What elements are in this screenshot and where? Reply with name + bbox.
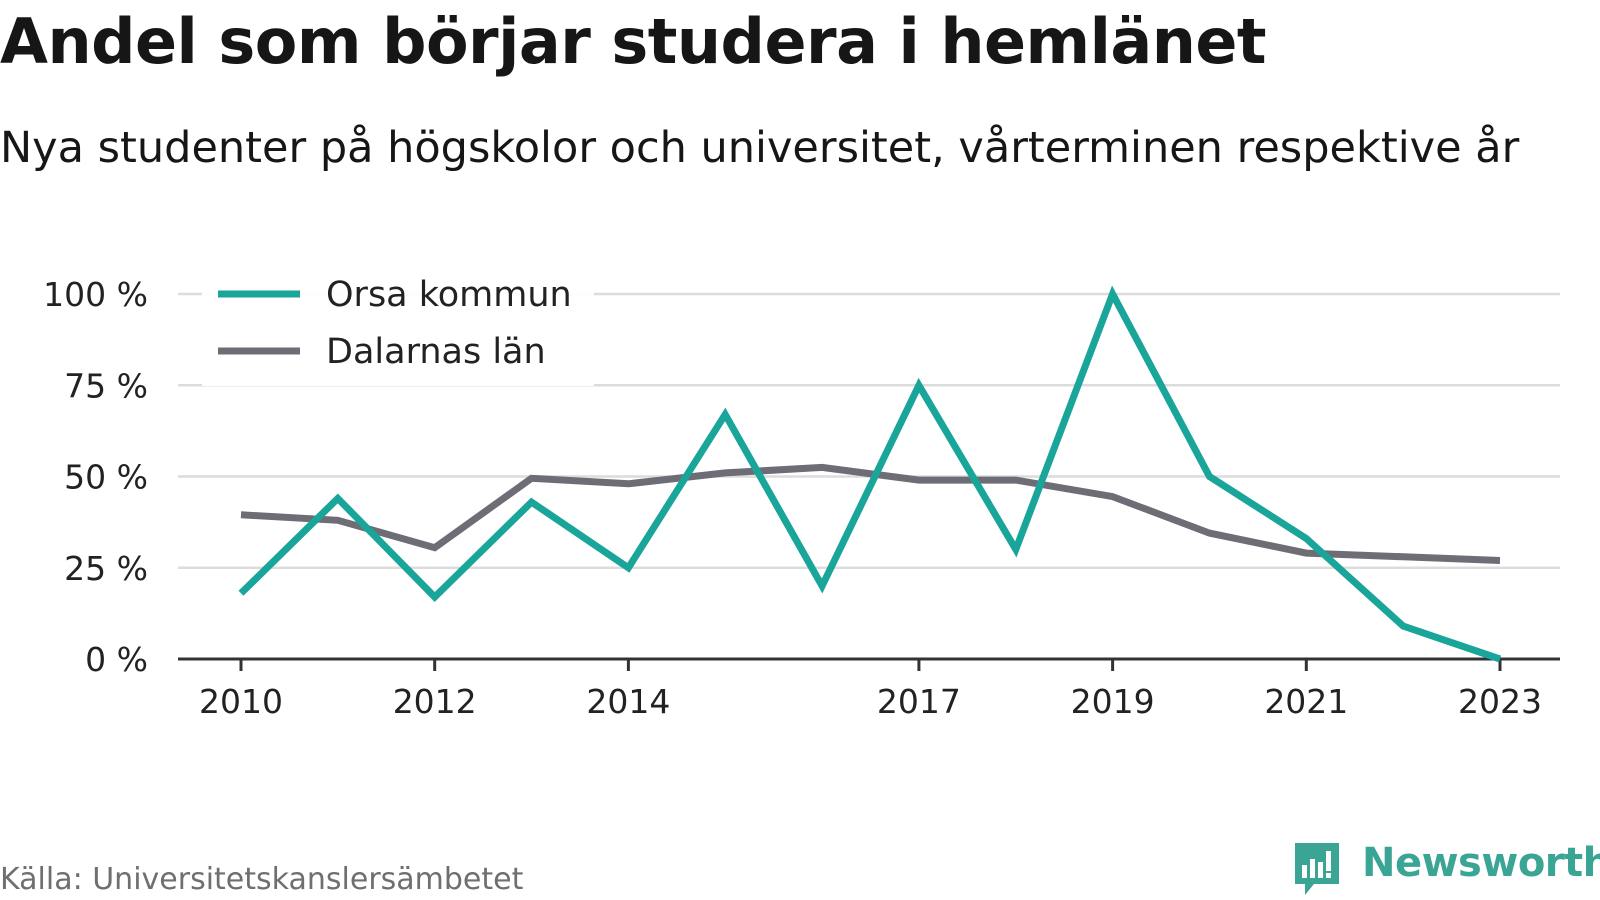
x-tick-label: 2021 [1264,682,1348,721]
x-tick-label: 2014 [586,682,670,721]
source-note: Källa: Universitetskanslersämbetet [0,862,524,897]
chart-title: Andel som börjar studera i hemlänet [0,5,1267,78]
brand-logo: Newsworthy [1292,840,1600,900]
legend-background [202,262,594,386]
x-tick-label: 2010 [199,682,283,721]
x-tick-label: 2019 [1071,682,1155,721]
newsworthy-logo-icon [1295,843,1339,895]
y-tick-label: 50 % [64,458,148,497]
legend-label: Dalarnas län [326,332,546,372]
series-line-secondary [240,463,1501,564]
legend-label: Orsa kommun [326,275,572,315]
x-tick-label: 2012 [393,682,477,721]
brand-name: Newsworthy [1362,840,1600,886]
x-tick-label: 2023 [1458,682,1542,721]
x-axis: 2010 2012 2014 2017 2019 2021 2023 [178,657,1560,721]
y-tick-label: 100 % [43,275,148,314]
legend: Orsa kommun Dalarnas län [202,262,594,386]
series-lines [238,285,1502,663]
x-tick-label: 2017 [877,682,961,721]
y-axis: 0 % 25 % 50 % 75 % 100 % [43,275,148,679]
y-tick-label: 0 % [85,640,148,679]
series-line-primary [238,285,1502,663]
y-tick-label: 25 % [64,549,148,588]
chart-subtitle: Nya studenter på högskolor och universit… [0,123,1520,173]
y-tick-label: 75 % [64,366,148,405]
